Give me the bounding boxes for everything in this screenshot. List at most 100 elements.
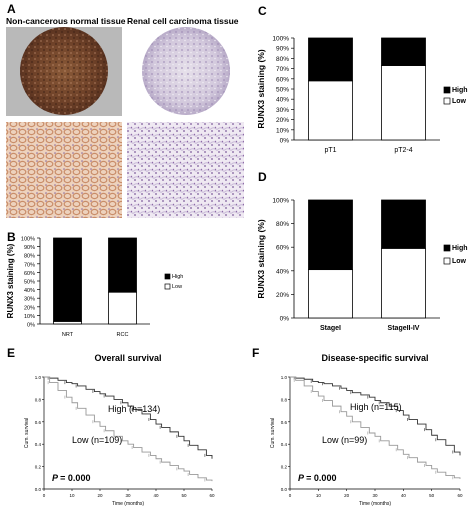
x-tick-label-e: 20 <box>97 493 103 498</box>
legend-swatch-c-high <box>443 86 451 94</box>
legend-swatch-d-high <box>443 244 451 252</box>
panel-label-f: F <box>252 346 260 360</box>
y-tick-label-e: 1.0 <box>35 375 42 380</box>
legend-swatch-b-high <box>164 273 171 280</box>
normal-tissue-title: Non-cancerous normal tissue <box>6 16 126 26</box>
legend-label-b-low: Low <box>172 284 182 290</box>
x-tick-label-e: 10 <box>69 493 75 498</box>
x-tick-label-f: 20 <box>344 493 350 498</box>
legend-swatch-d-low <box>443 257 451 265</box>
y-tick-label-f: 0.0 <box>281 487 288 492</box>
annotation-low-f: Low (n=99) <box>322 435 367 445</box>
bar-d-low-0 <box>308 269 353 319</box>
bar-d-low-1 <box>381 247 426 319</box>
y-tick-label-b: 80% <box>24 254 35 260</box>
y-tick-label-b: 20% <box>24 305 35 311</box>
category-label-c: pT1 <box>324 147 336 154</box>
p-value-e: P = 0.000 <box>52 473 90 483</box>
y-axis-label-e: Cum. survival <box>24 418 30 448</box>
bar-d-high-0 <box>308 199 353 271</box>
category-label-d: StageI <box>320 325 341 332</box>
y-tick-label-c: 90% <box>276 46 289 53</box>
y-tick-label-c: 50% <box>276 87 289 94</box>
annotation-low-e: Low (n=109) <box>72 435 122 445</box>
y-tick-label-d: 40% <box>276 268 289 275</box>
y-tick-label-c: 40% <box>276 97 289 104</box>
category-label-d: StageII-IV <box>388 325 420 332</box>
y-tick-label-f: 0.8 <box>281 397 288 402</box>
y-tick-label-c: 0% <box>280 138 290 145</box>
y-tick-label-c: 70% <box>276 66 289 73</box>
category-label-b: RCC <box>117 332 129 338</box>
x-tick-label-f: 0 <box>289 493 292 498</box>
bar-b-high-0 <box>53 237 82 322</box>
y-tick-label-b: 100% <box>21 237 35 243</box>
x-tick-label-e: 40 <box>153 493 159 498</box>
panel-label-c: C <box>258 4 267 18</box>
survival-curve-e-low <box>44 376 213 482</box>
x-tick-label-e: 60 <box>209 493 215 498</box>
bar-b-low-1 <box>108 291 137 325</box>
bar-c-high-0 <box>308 37 353 82</box>
y-tick-label-b: 90% <box>24 245 35 251</box>
annotation-high-f: High (n=115) <box>350 402 402 412</box>
survival-curve-f-high <box>290 376 461 456</box>
rcc-magnified-image <box>127 122 244 218</box>
survival-curve-e-high <box>44 376 213 459</box>
chart-d: 0% 20% 40% 60% 80% 100% RUNX3 staining (%) Stag… <box>256 198 468 333</box>
p-symbol-f: P <box>298 473 306 483</box>
y-tick-label-c: 10% <box>276 127 289 134</box>
y-tick-label-d: 100% <box>272 198 289 205</box>
legend-label-c-high: High <box>452 87 468 94</box>
y-tick-label-c: 60% <box>276 76 289 83</box>
histology-images <box>6 27 244 218</box>
y-tick-label-c: 100% <box>272 36 289 43</box>
chart-c: 0% 10% 20% 30% 40% 50% 60% 70% 80% 90% 100% RUNX3 s… <box>256 36 468 155</box>
y-tick-label-d: 20% <box>276 292 289 299</box>
bar-c-high-1 <box>381 37 426 66</box>
y-tick-label-b: 60% <box>24 271 35 277</box>
y-axis-label-d: RUNX3 staining (%) <box>256 219 266 299</box>
chart-title-e: Overall survival <box>94 353 161 363</box>
panel-label-e: E <box>7 346 16 360</box>
y-tick-label-f: 0.2 <box>281 465 288 470</box>
p-value-f: P = 0.000 <box>298 473 336 483</box>
y-tick-label-e: 0.4 <box>35 442 42 447</box>
normal-magnified-image <box>6 122 122 218</box>
y-axis-label-b: RUNX3 staining (%) <box>6 243 15 318</box>
bar-c-low-0 <box>308 80 353 141</box>
p-symbol-e: P <box>52 473 60 483</box>
chart-e: Overall survival 0.0 0.2 0.4 0.6 0.8 1.0 0 10 20 3… <box>24 353 215 507</box>
bar-c-low-1 <box>381 65 426 141</box>
y-tick-label-d: 60% <box>276 245 289 252</box>
category-label-b: NRT <box>62 332 74 338</box>
y-tick-label-e: 0.8 <box>35 397 42 402</box>
p-number-e: = 0.000 <box>60 473 90 483</box>
bar-b-high-1 <box>108 237 137 293</box>
y-tick-label-b: 10% <box>24 314 35 320</box>
chart-title-f: Disease-specific survival <box>321 353 428 363</box>
survival-curve-f-low <box>290 376 461 479</box>
y-tick-label-b: 40% <box>24 288 35 294</box>
x-axis-label-f: Time (months) <box>359 501 391 507</box>
y-tick-label-f: 0.4 <box>281 442 288 447</box>
bar-d-high-1 <box>381 199 426 249</box>
y-tick-label-b: 0% <box>27 323 35 329</box>
p-number-f: = 0.000 <box>306 473 336 483</box>
panel-label-b: B <box>7 230 16 244</box>
x-tick-label-f: 10 <box>316 493 322 498</box>
legend-swatch-c-low <box>443 97 451 105</box>
y-axis-label-f: Cum. survival <box>270 418 276 448</box>
y-tick-label-d: 0% <box>280 316 290 323</box>
panel-label-d: D <box>258 170 267 184</box>
panel-label-a: A <box>7 2 16 16</box>
y-tick-label-c: 20% <box>276 117 289 124</box>
y-tick-label-b: 30% <box>24 297 35 303</box>
x-tick-label-f: 40 <box>401 493 407 498</box>
rcc-tissue-title: Renal cell carcinoma tissue <box>127 16 239 26</box>
y-tick-label-c: 30% <box>276 107 289 114</box>
x-tick-label-e: 30 <box>125 493 131 498</box>
y-tick-label-f: 0.6 <box>281 420 288 425</box>
x-tick-label-f: 50 <box>429 493 435 498</box>
